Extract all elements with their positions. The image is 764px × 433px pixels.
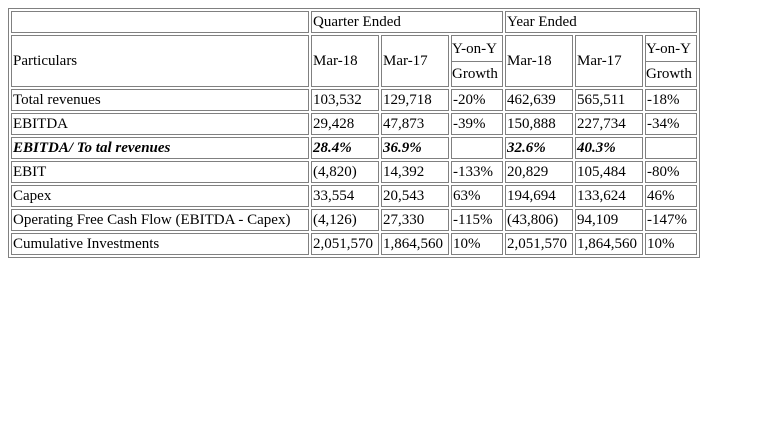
quarter-ended-header: Quarter Ended [311, 11, 503, 33]
table-row-margin: EBITDA/ To tal revenues 28.4% 36.9% 32.6… [11, 137, 697, 159]
cell-year-growth: 46% [645, 185, 697, 207]
cell-year-growth: -147% [645, 209, 697, 231]
row-label: EBIT [11, 161, 309, 183]
row-label: EBITDA/ To tal revenues [11, 137, 309, 159]
quarter-growth-header-bottom: Growth [452, 65, 498, 82]
quarter-mar17-header: Mar-17 [381, 35, 449, 87]
year-ended-header: Year Ended [505, 11, 697, 33]
cell-quarter-mar18: 103,532 [311, 89, 379, 111]
cell-quarter-mar17: 47,873 [381, 113, 449, 135]
cell-quarter-mar17: 129,718 [381, 89, 449, 111]
cell-year-mar17: 94,109 [575, 209, 643, 231]
table-row: Capex 33,554 20,543 63% 194,694 133,624 … [11, 185, 697, 207]
financial-table-container: Quarter Ended Year Ended Particulars Mar… [8, 8, 700, 258]
cell-year-growth: -34% [645, 113, 697, 135]
cell-year-mar17: 227,734 [575, 113, 643, 135]
cell-year-growth: -18% [645, 89, 697, 111]
year-mar18-header: Mar-18 [505, 35, 573, 87]
table-row: Operating Free Cash Flow (EBITDA - Capex… [11, 209, 697, 231]
row-label: Total revenues [11, 89, 309, 111]
row-label: Cumulative Investments [11, 233, 309, 255]
cell-quarter-mar18: 28.4% [311, 137, 379, 159]
column-header-row: Particulars Mar-18 Mar-17 Y-on-Y Growth … [11, 35, 697, 87]
cell-quarter-mar17: 36.9% [381, 137, 449, 159]
cell-year-mar17: 1,864,560 [575, 233, 643, 255]
quarter-growth-header: Y-on-Y Growth [451, 35, 503, 87]
row-label: Capex [11, 185, 309, 207]
cell-quarter-growth: -20% [451, 89, 503, 111]
cell-quarter-mar18: 29,428 [311, 113, 379, 135]
table-row: EBITDA 29,428 47,873 -39% 150,888 227,73… [11, 113, 697, 135]
cell-quarter-mar17: 27,330 [381, 209, 449, 231]
cell-year-growth: 10% [645, 233, 697, 255]
table-row: Cumulative Investments 2,051,570 1,864,5… [11, 233, 697, 255]
cell-year-growth [645, 137, 697, 159]
cell-year-mar17: 133,624 [575, 185, 643, 207]
quarter-mar18-header: Mar-18 [311, 35, 379, 87]
cell-quarter-mar17: 14,392 [381, 161, 449, 183]
cell-year-mar18: 150,888 [505, 113, 573, 135]
cell-quarter-growth: -133% [451, 161, 503, 183]
cell-quarter-growth: -115% [451, 209, 503, 231]
cell-year-mar17: 40.3% [575, 137, 643, 159]
year-growth-header-bottom: Growth [646, 65, 692, 82]
cell-quarter-mar18: 2,051,570 [311, 233, 379, 255]
cell-quarter-growth: -39% [451, 113, 503, 135]
cell-year-mar18: 20,829 [505, 161, 573, 183]
cell-year-mar18: 2,051,570 [505, 233, 573, 255]
year-growth-header: Y-on-Y Growth [645, 35, 697, 87]
particulars-header: Particulars [11, 35, 309, 87]
financial-summary-table: Quarter Ended Year Ended Particulars Mar… [8, 8, 700, 258]
cell-quarter-growth: 10% [451, 233, 503, 255]
cell-quarter-mar17: 20,543 [381, 185, 449, 207]
cell-quarter-mar18: 33,554 [311, 185, 379, 207]
blank-header-cell [11, 11, 309, 33]
cell-quarter-mar18: (4,126) [311, 209, 379, 231]
table-row: Total revenues 103,532 129,718 -20% 462,… [11, 89, 697, 111]
cell-year-mar18: (43,806) [505, 209, 573, 231]
cell-quarter-growth [451, 137, 503, 159]
row-label: EBITDA [11, 113, 309, 135]
cell-quarter-mar18: (4,820) [311, 161, 379, 183]
cell-year-growth: -80% [645, 161, 697, 183]
cell-year-mar18: 462,639 [505, 89, 573, 111]
year-mar17-header: Mar-17 [575, 35, 643, 87]
table-row: EBIT (4,820) 14,392 -133% 20,829 105,484… [11, 161, 697, 183]
cell-year-mar18: 194,694 [505, 185, 573, 207]
group-header-row: Quarter Ended Year Ended [11, 11, 697, 33]
cell-year-mar17: 565,511 [575, 89, 643, 111]
cell-quarter-mar17: 1,864,560 [381, 233, 449, 255]
cell-year-mar18: 32.6% [505, 137, 573, 159]
cell-year-mar17: 105,484 [575, 161, 643, 183]
quarter-growth-header-top: Y-on-Y [452, 37, 502, 62]
row-label: Operating Free Cash Flow (EBITDA - Capex… [11, 209, 309, 231]
cell-quarter-growth: 63% [451, 185, 503, 207]
year-growth-header-top: Y-on-Y [646, 37, 696, 62]
